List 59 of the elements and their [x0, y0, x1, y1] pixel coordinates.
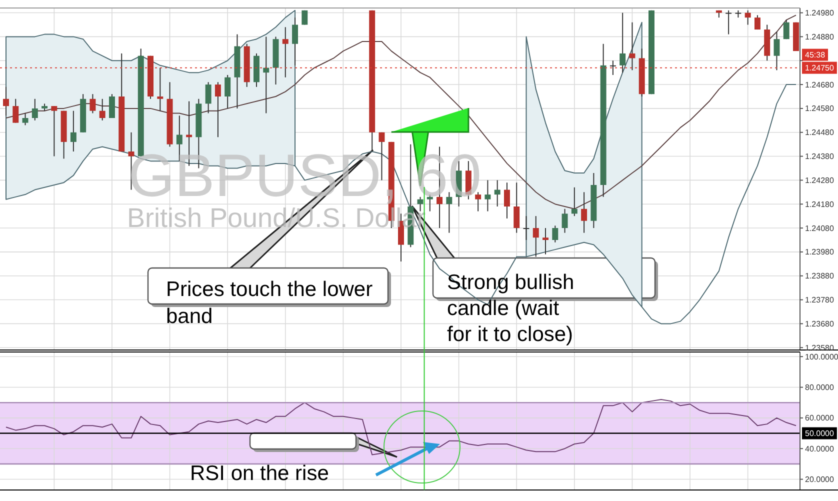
candlestick — [214, 82, 221, 138]
candlestick — [542, 228, 548, 255]
y-tick-label: 1.24380 — [805, 152, 834, 162]
candlestick — [292, 17, 298, 66]
annotation: RSI on the rise — [190, 462, 329, 485]
candlestick — [3, 86, 9, 116]
candlestick — [774, 31, 780, 71]
candlestick — [532, 216, 539, 258]
ref-line-label: 50.0000 — [805, 429, 834, 438]
y-tick-label: 1.24180 — [805, 200, 834, 209]
y-tick-label: 1.24580 — [805, 104, 834, 114]
candlestick — [70, 110, 76, 152]
y-tick-label: 20.0000 — [805, 475, 834, 484]
candlestick — [523, 216, 530, 240]
candlestick — [514, 182, 520, 234]
candlestick — [754, 14, 760, 30]
candlestick — [99, 98, 106, 121]
text: 45:38 — [805, 50, 826, 60]
y-tick-label: 1.24080 — [805, 224, 834, 233]
candlestick — [484, 180, 491, 212]
candlestick — [504, 182, 510, 219]
y-tick-label: 1.24980 — [805, 8, 834, 18]
y-tick-label: 1.24280 — [805, 176, 834, 185]
y-tick-label: 1.23780 — [805, 296, 834, 305]
candlestick — [783, 19, 790, 40]
candlestick — [629, 22, 636, 71]
ref-line-label: 1.24750 — [805, 64, 834, 73]
candlestick — [51, 106, 58, 157]
candlestick — [263, 36, 270, 114]
annotation: Prices touch the lower band — [166, 278, 373, 328]
candlestick — [552, 225, 558, 243]
candlestick — [90, 94, 96, 114]
candlestick — [224, 74, 231, 109]
y-tick-label: 80.0000 — [805, 383, 834, 392]
y-tick-label: 1.24480 — [805, 128, 834, 138]
candlestick — [32, 98, 38, 121]
y-tick-label: 100.0000 — [805, 352, 838, 362]
candlestick — [205, 82, 212, 114]
line-series — [6, 399, 796, 456]
y-tick-label: 1.24880 — [805, 32, 834, 42]
y-tick-label: 1.23880 — [805, 272, 834, 281]
y-tick-label: 40.0000 — [805, 444, 834, 454]
candlestick — [157, 67, 164, 112]
candlestick — [571, 186, 578, 217]
candlestick — [12, 98, 19, 124]
candlestick — [562, 208, 568, 234]
candlestick — [744, 10, 751, 26]
candlestick — [726, 10, 732, 35]
y-tick-label: 1.23680 — [805, 319, 834, 328]
y-tick-label: 60.0000 — [805, 414, 834, 423]
candlestick — [108, 94, 115, 119]
candlestick — [282, 26, 288, 78]
candlestick — [494, 180, 500, 208]
candlestick — [610, 60, 616, 76]
y-tick-label: 1.23980 — [805, 248, 834, 257]
candlestick — [620, 12, 626, 74]
candlestick — [22, 112, 28, 126]
y-tick-label: 1.24680 — [805, 80, 834, 90]
candlestick — [581, 192, 588, 234]
